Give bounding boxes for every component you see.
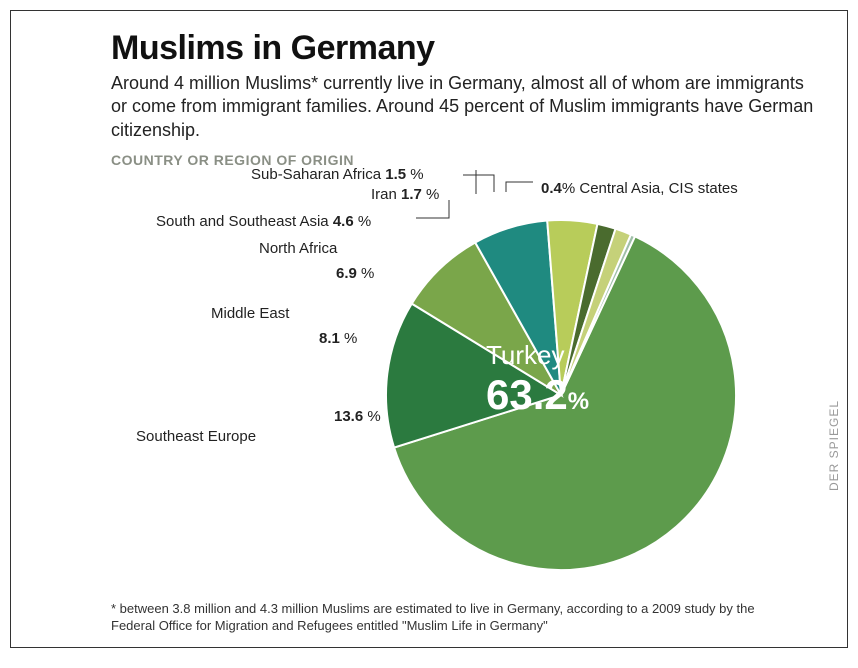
center-label: Turkey 63.2% xyxy=(486,340,589,419)
center-label-value: 63.2 xyxy=(486,371,568,418)
slice-label: Middle East xyxy=(211,305,289,322)
slice-label: 0.4% Central Asia, CIS states xyxy=(541,180,738,197)
page-title: Muslims in Germany xyxy=(111,29,817,68)
slice-label: 8.1 % xyxy=(319,330,357,347)
slice-label: Sub-Saharan Africa 1.5 % xyxy=(251,166,424,183)
center-label-pct: % xyxy=(568,388,589,415)
leader-line xyxy=(506,182,533,192)
infographic-frame: Muslims in Germany Around 4 million Musl… xyxy=(10,10,848,648)
slice-label: Southeast Europe xyxy=(136,428,256,445)
slice-label: 6.9 % xyxy=(336,265,374,282)
leader-line xyxy=(463,175,494,192)
slice-label: 13.6 % xyxy=(334,408,381,425)
slice-label: South and Southeast Asia 4.6 % xyxy=(156,213,371,230)
leader-line xyxy=(434,170,476,194)
footnote: * between 3.8 million and 4.3 million Mu… xyxy=(111,601,787,635)
subtitle: Around 4 million Muslims* currently live… xyxy=(111,72,817,142)
pie-chart: 0.4% Central Asia, CIS statesSub-Saharan… xyxy=(41,170,817,570)
section-label: COUNTRY OR REGION OF ORIGIN xyxy=(111,152,817,168)
slice-label: North Africa xyxy=(259,240,337,257)
source-credit: DER SPIEGEL xyxy=(827,400,841,491)
center-label-name: Turkey xyxy=(486,340,589,371)
slice-label: Iran 1.7 % xyxy=(371,186,439,203)
